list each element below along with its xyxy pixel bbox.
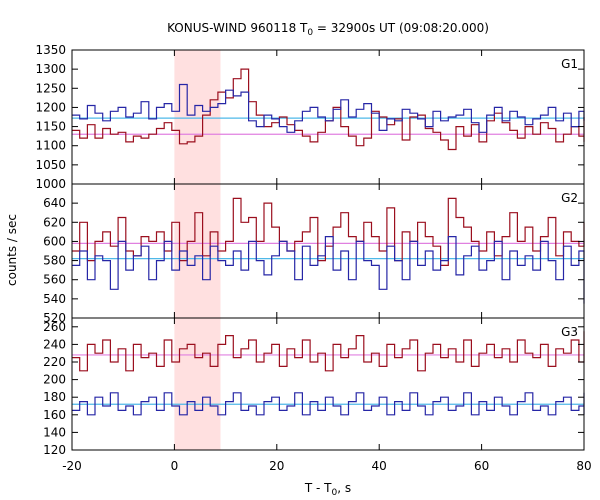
- y-tick-label: 240: [43, 337, 66, 351]
- y-tick-label: 1100: [35, 139, 66, 153]
- y-tick-label: 560: [43, 273, 66, 287]
- y-tick-label: 1350: [35, 43, 66, 57]
- series-blue-g2: [72, 236, 585, 304]
- panel-g1: [72, 68, 585, 151]
- axes-layer: 10001050110011501200125013001350G1520540…: [35, 43, 591, 473]
- x-tick-label: -20: [62, 459, 82, 473]
- y-tick-label: 140: [43, 425, 66, 439]
- x-tick-label: 0: [171, 459, 179, 473]
- y-tick-label: 120: [43, 443, 66, 457]
- y-tick-label: 1300: [35, 62, 66, 76]
- x-axis-title-subscript: 0: [332, 488, 338, 498]
- x-axis-title-main: T - T: [304, 481, 332, 495]
- y-tick-label: 520: [43, 311, 66, 325]
- y-tick-label: 260: [43, 320, 66, 334]
- y-tick-label: 540: [43, 292, 66, 306]
- y-tick-label: 180: [43, 390, 66, 404]
- series-dark-g2: [72, 197, 585, 266]
- x-axis-title-rest: , s: [337, 481, 351, 495]
- series-dark-g1: [72, 68, 585, 151]
- x-axis-title: T - T0, s: [304, 481, 351, 498]
- chart-title: KONUS-WIND 960118 T0 = 32900s UT (09:08:…: [167, 21, 489, 38]
- highlight-band: [174, 50, 221, 450]
- y-tick-label: 160: [43, 408, 66, 422]
- y-tick-label: 620: [43, 215, 66, 229]
- y-tick-label: 1200: [35, 100, 66, 114]
- panel-label-g1: G1: [561, 57, 578, 71]
- y-tick-label: 1000: [35, 177, 66, 191]
- y-tick-label: 1250: [35, 81, 66, 95]
- chart-title-rest: = 32900s UT (09:08:20.000): [313, 21, 489, 35]
- chart-title-subscript: 0: [307, 28, 313, 38]
- x-tick-label: 40: [372, 459, 387, 473]
- series-dark-g3: [72, 331, 585, 372]
- series-blue-g3: [72, 392, 585, 416]
- x-tick-label: 60: [474, 459, 489, 473]
- panel-frame: [71, 317, 585, 451]
- panel-label-g3: G3: [561, 325, 578, 339]
- chart-title-main: KONUS-WIND 960118 T: [167, 21, 308, 35]
- y-tick-label: 1050: [35, 158, 66, 172]
- panel-g2: [72, 197, 585, 304]
- x-tick-label: 80: [576, 459, 591, 473]
- frame-layer: [71, 49, 585, 451]
- y-axis-title: counts / sec: [5, 214, 19, 286]
- y-tick-label: 220: [43, 355, 66, 369]
- y-tick-label: 600: [43, 234, 66, 248]
- y-tick-label: 640: [43, 196, 66, 210]
- panel-g3: [72, 331, 585, 416]
- y-tick-label: 1150: [35, 120, 66, 134]
- panel-label-g2: G2: [561, 191, 578, 205]
- y-tick-label: 200: [43, 373, 66, 387]
- series-blue-g1: [72, 83, 585, 133]
- panels-layer: [72, 68, 585, 416]
- highlight-layer: [174, 50, 221, 450]
- x-tick-label: 20: [269, 459, 284, 473]
- y-tick-label: 580: [43, 254, 66, 268]
